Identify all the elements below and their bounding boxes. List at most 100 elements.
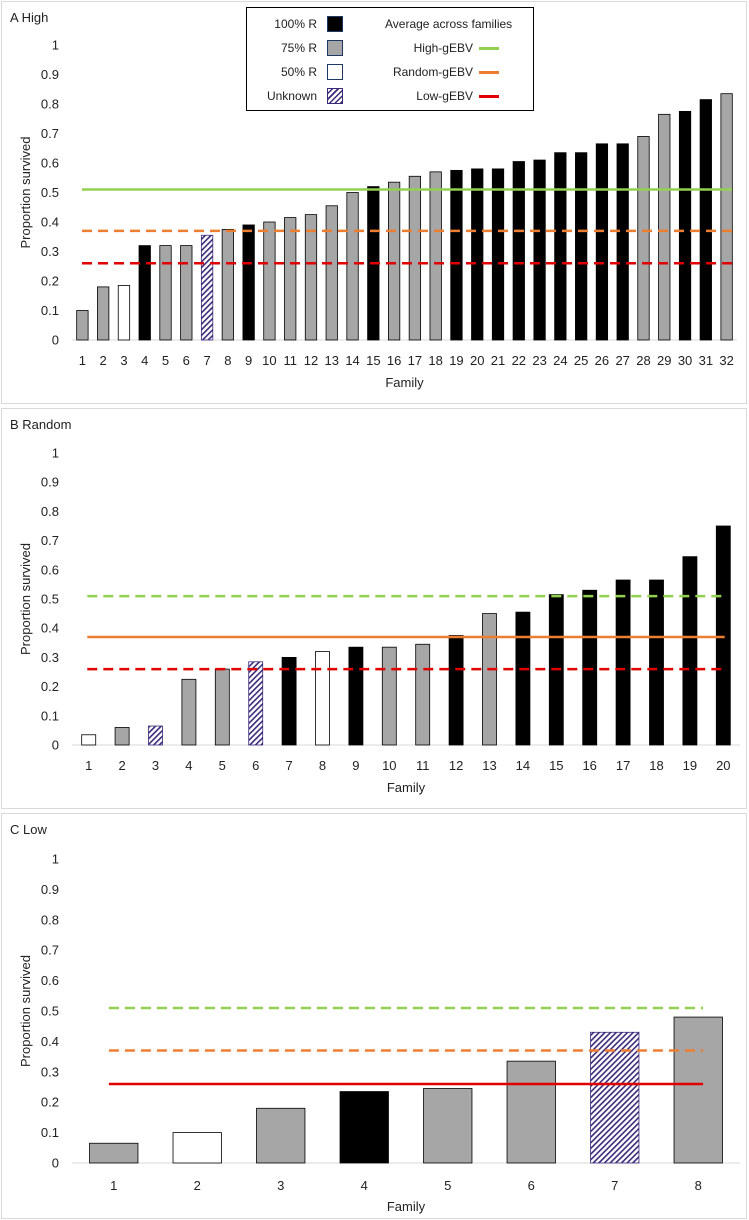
bar-family-23 bbox=[533, 159, 546, 341]
bar-family-31 bbox=[699, 99, 712, 341]
x-tick-label: 5 bbox=[444, 1178, 451, 1193]
bar-family-10 bbox=[381, 646, 397, 746]
legend-line-green bbox=[479, 47, 499, 50]
legend-label: 75% R bbox=[280, 41, 317, 55]
y-tick-label: 0.8 bbox=[41, 504, 59, 519]
x-tick-label: 6 bbox=[252, 758, 259, 773]
chart-b-svg: B Random 0 0.1 0.2 0.3 0.4 0.5 0.6 0.7 0.8 0.9 1 Pro… bbox=[10, 417, 740, 795]
legend-swatch-white bbox=[327, 64, 343, 80]
legend-label: 50% R bbox=[280, 65, 317, 79]
bar-family-20 bbox=[471, 168, 484, 341]
panel-title: C Low bbox=[10, 822, 47, 837]
y-tick-label: 0.7 bbox=[41, 126, 59, 141]
x-tick-label: 7 bbox=[285, 758, 292, 773]
x-tick-label: 16 bbox=[387, 353, 401, 368]
bar-family-13 bbox=[325, 205, 338, 341]
x-axis-label: Family bbox=[387, 780, 426, 795]
y-tick-label: 0.8 bbox=[41, 912, 59, 927]
legend-swatch-black bbox=[327, 16, 343, 32]
x-tick-label: 8 bbox=[224, 353, 231, 368]
y-tick-label: 0.2 bbox=[41, 679, 59, 694]
bar-family-7 bbox=[590, 1031, 640, 1164]
y-tick-label: 0.6 bbox=[41, 156, 59, 171]
x-tick-label: 15 bbox=[366, 353, 380, 368]
bar-family-30 bbox=[678, 110, 692, 341]
y-tick-label: 0 bbox=[52, 333, 59, 348]
x-tick-label: 8 bbox=[319, 758, 326, 773]
legend-line-orange bbox=[479, 71, 499, 74]
x-tick-label: 23 bbox=[532, 353, 546, 368]
y-tick-label: 0.5 bbox=[41, 592, 59, 607]
bar-family-13 bbox=[482, 613, 497, 746]
bar-family-21 bbox=[491, 168, 505, 341]
x-tick-label: 11 bbox=[283, 353, 297, 368]
x-tick-label: 6 bbox=[183, 353, 190, 368]
x-tick-label: 24 bbox=[553, 353, 567, 368]
bar-family-20 bbox=[715, 525, 731, 746]
panel-b-random: B Random 0 0.1 0.2 0.3 0.4 0.5 0.6 0.7 0.8 0.9 1 Pro… bbox=[1, 408, 747, 809]
bar-family-8 bbox=[221, 228, 234, 341]
x-tick-label: 4 bbox=[185, 758, 192, 773]
x-tick-label: 25 bbox=[574, 353, 588, 368]
bar-family-18 bbox=[649, 579, 664, 746]
x-tick-label: 12 bbox=[304, 353, 318, 368]
x-tick-label: 27 bbox=[615, 353, 629, 368]
bar-family-26 bbox=[595, 143, 609, 341]
x-tick-label: 13 bbox=[325, 353, 339, 368]
bar-family-1 bbox=[81, 734, 97, 746]
y-tick-label: 0 bbox=[52, 738, 59, 753]
legend-label: Low-gEBV bbox=[416, 89, 473, 103]
x-tick-label: 5 bbox=[219, 758, 226, 773]
x-tick-label: 19 bbox=[683, 758, 697, 773]
x-tick-label: 18 bbox=[649, 758, 663, 773]
panel-title: B Random bbox=[10, 417, 71, 432]
bar-family-8 bbox=[673, 1016, 723, 1164]
x-tick-label: 19 bbox=[449, 353, 463, 368]
x-tick-label: 16 bbox=[582, 758, 596, 773]
x-tick-label: 26 bbox=[595, 353, 609, 368]
bar-family-17 bbox=[615, 579, 631, 746]
x-tick-label: 7 bbox=[611, 1178, 618, 1193]
x-axis-label: Family bbox=[387, 1199, 426, 1214]
x-tick-label: 20 bbox=[716, 758, 730, 773]
bar-family-4 bbox=[181, 678, 197, 746]
y-tick-label: 0.1 bbox=[41, 708, 59, 723]
x-tick-label: 2 bbox=[118, 758, 125, 773]
y-tick-label: 0.6 bbox=[41, 562, 59, 577]
bar-family-16 bbox=[387, 181, 401, 341]
chart-c-svg: C Low 0 0.1 0.2 0.3 0.4 0.5 0.6 0.7 0.8 0.9 1 Propor… bbox=[10, 822, 740, 1214]
panel-title: A High bbox=[10, 10, 48, 25]
x-tick-label: 10 bbox=[382, 758, 396, 773]
bar-family-7 bbox=[200, 234, 214, 341]
y-tick-label: 0.9 bbox=[41, 67, 59, 82]
bar-family-3 bbox=[117, 285, 131, 341]
bar-family-28 bbox=[637, 136, 650, 341]
bar-family-9 bbox=[348, 646, 364, 746]
y-tick-label: 0.9 bbox=[41, 882, 59, 897]
y-axis-label: Proportion survived bbox=[18, 543, 33, 655]
legend-swatch-hatch bbox=[327, 88, 343, 104]
legend-label: High-gEBV bbox=[413, 41, 473, 55]
bar-family-3 bbox=[256, 1107, 306, 1164]
y-tick-label: 0.5 bbox=[41, 1004, 59, 1019]
bar-family-6 bbox=[248, 661, 264, 746]
x-tick-label: 11 bbox=[416, 758, 430, 773]
x-tick-label: 3 bbox=[152, 758, 159, 773]
bar-family-9 bbox=[242, 224, 255, 341]
x-tick-label: 4 bbox=[141, 353, 148, 368]
legend-swatch-gray bbox=[327, 40, 343, 56]
legend: 100% R 75% R 50% R Unknown Average acros… bbox=[246, 7, 534, 111]
x-tick-label: 3 bbox=[277, 1178, 284, 1193]
legend-header: Average across families bbox=[385, 17, 513, 31]
y-tick-label: 0.3 bbox=[41, 650, 59, 665]
y-tick-label: 1 bbox=[52, 446, 59, 461]
x-tick-label: 5 bbox=[162, 353, 169, 368]
y-axis-label: Proportion survived bbox=[18, 955, 33, 1067]
legend-label: 100% R bbox=[274, 17, 317, 31]
bar-family-5 bbox=[214, 668, 230, 746]
x-tick-label: 30 bbox=[678, 353, 692, 368]
bar-family-32 bbox=[720, 93, 733, 341]
y-tick-label: 0.2 bbox=[41, 1095, 59, 1110]
bar-family-12 bbox=[304, 214, 318, 341]
y-tick-label: 0.9 bbox=[41, 475, 59, 490]
